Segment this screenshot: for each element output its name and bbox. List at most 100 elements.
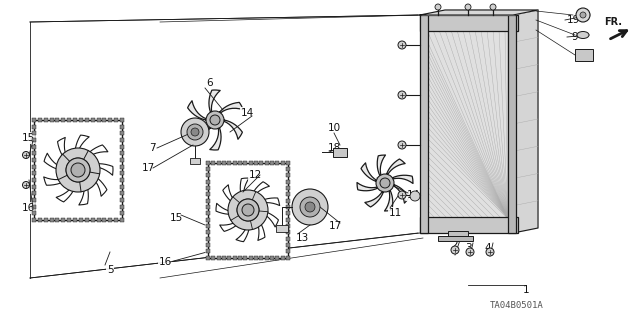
Polygon shape [44, 153, 66, 171]
Text: 14: 14 [241, 108, 253, 118]
Bar [243, 160, 247, 165]
Bar [32, 158, 36, 162]
Circle shape [72, 164, 84, 176]
Bar [102, 218, 106, 222]
Bar [420, 217, 518, 233]
Bar [206, 192, 210, 196]
Circle shape [191, 128, 199, 136]
Bar [32, 138, 36, 142]
Polygon shape [236, 221, 250, 242]
Bar [44, 218, 48, 222]
Bar [265, 256, 269, 259]
Polygon shape [377, 155, 385, 176]
Polygon shape [210, 128, 221, 150]
Bar [108, 218, 112, 222]
Bar [286, 198, 290, 203]
Circle shape [243, 204, 253, 216]
Bar [38, 118, 42, 122]
Bar [575, 49, 593, 61]
Circle shape [398, 41, 406, 49]
Circle shape [187, 124, 203, 140]
Bar [61, 218, 65, 222]
Bar [222, 256, 226, 259]
Bar [120, 198, 124, 202]
Bar [73, 118, 77, 122]
Bar [259, 160, 263, 165]
Bar [120, 138, 124, 142]
Bar [79, 118, 83, 122]
Bar [120, 171, 124, 175]
Polygon shape [255, 217, 265, 241]
Bar [206, 230, 210, 234]
Text: 11: 11 [388, 208, 402, 218]
Text: 17: 17 [141, 163, 155, 173]
Polygon shape [209, 90, 220, 112]
Bar [120, 165, 124, 169]
Circle shape [181, 118, 209, 146]
Bar [211, 160, 215, 165]
Circle shape [398, 91, 406, 99]
Circle shape [398, 191, 406, 199]
Bar [286, 224, 290, 228]
Bar [270, 256, 274, 259]
Text: 19: 19 [566, 15, 580, 25]
Bar [120, 151, 124, 155]
Circle shape [292, 189, 328, 225]
Bar [254, 256, 258, 259]
Bar [56, 218, 60, 222]
Polygon shape [89, 173, 107, 196]
Text: 7: 7 [148, 143, 156, 153]
Bar [286, 192, 290, 196]
Bar [206, 218, 210, 221]
Bar [120, 185, 124, 189]
Text: 15: 15 [170, 213, 182, 223]
Bar [120, 125, 124, 129]
Bar [508, 15, 516, 233]
Bar [286, 230, 290, 234]
Circle shape [465, 4, 471, 10]
Text: 1: 1 [523, 285, 529, 295]
Circle shape [206, 111, 224, 129]
Polygon shape [240, 178, 249, 200]
Bar [91, 118, 95, 122]
Text: 16: 16 [21, 203, 35, 213]
Bar [120, 118, 124, 122]
Bar [50, 218, 54, 222]
Bar [217, 256, 221, 259]
Circle shape [486, 248, 494, 256]
Polygon shape [220, 102, 243, 113]
Bar [286, 256, 290, 259]
Bar [114, 118, 118, 122]
Bar [281, 160, 285, 165]
Circle shape [300, 197, 320, 217]
Circle shape [56, 148, 100, 192]
Text: 14: 14 [406, 190, 420, 200]
Bar [286, 167, 290, 171]
Polygon shape [75, 135, 89, 159]
Bar [120, 205, 124, 209]
Bar [286, 211, 290, 215]
Bar [420, 15, 518, 31]
Bar [206, 167, 210, 171]
Polygon shape [83, 145, 108, 160]
Bar [286, 249, 290, 253]
Polygon shape [220, 219, 243, 231]
Circle shape [580, 12, 586, 18]
Circle shape [376, 174, 394, 192]
Circle shape [22, 182, 29, 189]
Bar [211, 256, 215, 259]
Bar [32, 185, 36, 189]
Circle shape [242, 204, 254, 216]
Circle shape [237, 199, 259, 221]
Bar [423, 30, 508, 218]
Bar [254, 160, 258, 165]
Bar [259, 256, 263, 259]
Bar [97, 118, 100, 122]
Bar [227, 256, 231, 259]
Text: 17: 17 [328, 221, 342, 231]
Text: 13: 13 [296, 233, 308, 243]
Circle shape [435, 4, 441, 10]
Text: 2: 2 [452, 240, 458, 250]
Bar [448, 231, 468, 237]
Bar [108, 118, 112, 122]
